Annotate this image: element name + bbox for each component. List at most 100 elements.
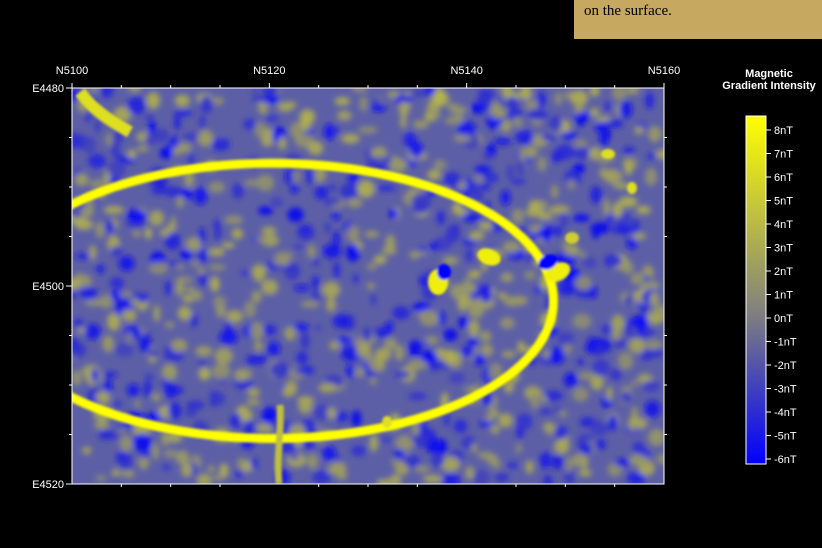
texture-blob (341, 344, 360, 362)
texture-blob (427, 169, 442, 181)
texture-blob (389, 474, 402, 484)
texture-blob (500, 88, 513, 96)
texture-blob (324, 221, 331, 234)
texture-blob (529, 391, 541, 410)
texture-blob (72, 278, 82, 290)
texture-blob (261, 406, 278, 425)
texture-blob (164, 322, 175, 328)
texture-blob (265, 115, 280, 122)
texture-blob (210, 391, 226, 406)
texture-blob (74, 219, 94, 230)
texture-blob (219, 329, 239, 345)
texture-blob (436, 210, 446, 225)
texture-blob (528, 108, 548, 121)
texture-blob (191, 261, 200, 267)
texture-blob (500, 189, 511, 206)
texture-blob (641, 462, 655, 471)
x-tick-label: N5160 (648, 65, 680, 77)
texture-blob (146, 92, 161, 109)
texture-blob (171, 232, 180, 249)
texture-blob (641, 303, 648, 317)
texture-blob (614, 458, 632, 467)
texture-blob (143, 373, 155, 382)
texture-blob (196, 473, 212, 484)
texture-blob (628, 416, 638, 432)
texture-blob (639, 205, 651, 215)
texture-blob (525, 460, 535, 474)
texture-blob (431, 91, 449, 107)
texture-blob (457, 180, 468, 191)
texture-blob (327, 197, 341, 206)
texture-blob (632, 441, 645, 454)
texture-blob (419, 309, 439, 327)
colorbar-label: -2nT (774, 360, 797, 372)
colorbar-label: 1nT (774, 290, 793, 302)
texture-blob (517, 340, 525, 349)
texture-blob (198, 113, 206, 131)
texture-blob (363, 327, 371, 343)
texture-blob (445, 349, 456, 366)
texture-blob (371, 105, 387, 112)
texture-blob (592, 358, 610, 377)
texture-blob (149, 262, 168, 274)
texture-blob (440, 456, 461, 472)
colorbar-label: 2nT (774, 266, 793, 278)
texture-blob (251, 95, 265, 103)
texture-blob (200, 95, 213, 113)
texture-blob (246, 354, 260, 366)
texture-blob (323, 123, 335, 141)
anomaly-small (382, 416, 392, 428)
texture-blob (72, 370, 82, 386)
texture-blob (465, 466, 475, 480)
texture-blob (94, 119, 101, 133)
texture-blob (115, 342, 134, 358)
texture-blob (102, 335, 115, 353)
texture-blob (284, 380, 298, 396)
texture-blob (563, 248, 581, 256)
texture-blob (573, 214, 590, 223)
x-tick-label: N5120 (253, 65, 285, 77)
texture-blob (605, 118, 624, 129)
texture-blob (138, 336, 152, 353)
texture-blob (398, 101, 410, 117)
texture-blob (331, 212, 341, 221)
texture-blob (99, 294, 113, 309)
texture-blob (197, 247, 208, 264)
texture-blob (603, 254, 623, 268)
texture-blob (579, 251, 586, 258)
texture-blob (507, 462, 518, 469)
texture-blob (117, 108, 130, 122)
texture-blob (464, 248, 475, 263)
texture-blob (553, 439, 570, 455)
texture-blob (126, 331, 133, 344)
texture-blob (189, 290, 203, 301)
texture-blob (511, 208, 524, 224)
texture-blob (441, 473, 461, 484)
texture-blob (284, 262, 300, 280)
texture-blob (164, 351, 177, 362)
texture-blob (612, 202, 623, 218)
texture-blob (498, 413, 513, 428)
texture-blob (369, 434, 379, 452)
texture-blob (473, 353, 486, 366)
texture-blob (136, 436, 151, 453)
texture-blob (185, 400, 205, 411)
texture-blob (427, 437, 442, 452)
texture-blob (161, 463, 172, 472)
texture-blob (337, 110, 352, 121)
texture-blob (265, 425, 273, 434)
texture-blob (561, 240, 569, 248)
texture-blob (357, 180, 375, 198)
texture-blob (307, 141, 324, 156)
texture-blob (144, 227, 153, 240)
texture-blob (407, 359, 428, 371)
texture-blob (446, 102, 459, 111)
texture-blob (626, 236, 638, 250)
texture-blob (85, 111, 92, 123)
texture-blob (109, 277, 125, 289)
texture-blob (640, 281, 661, 290)
texture-blob (626, 290, 633, 309)
texture-blob (106, 160, 126, 178)
texture-blob (244, 418, 254, 437)
texture-blob (326, 297, 337, 313)
